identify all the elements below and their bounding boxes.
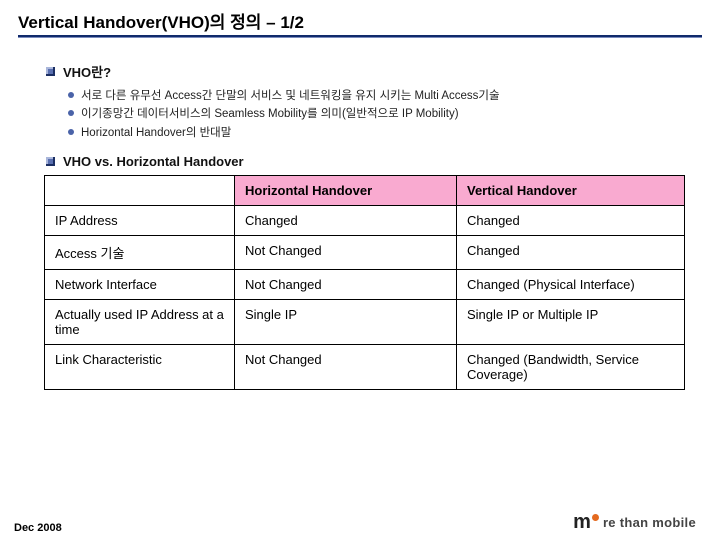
table-row: Link Characteristic Not Changed Changed … (45, 345, 685, 390)
table-cell: Single IP or Multiple IP (457, 300, 685, 345)
table-header-row: Horizontal Handover Vertical Handover (45, 176, 685, 206)
table-cell: Not Changed (235, 270, 457, 300)
table-cell: Not Changed (235, 345, 457, 390)
square-bullet-icon (46, 157, 55, 166)
section1-head: VHO란? (46, 62, 688, 81)
comparison-table: Horizontal Handover Vertical Handover IP… (44, 175, 685, 390)
section2-title: VHO vs. Horizontal Handover (63, 154, 244, 169)
title-underline (18, 35, 702, 38)
list-item: 서로 다른 유무선 Access간 단말의 서비스 및 네트워킹을 유지 시키는… (68, 87, 688, 105)
logo-dot-icon (592, 514, 599, 521)
table-cell: Changed (457, 206, 685, 236)
table-cell: Changed (Physical Interface) (457, 270, 685, 300)
list-item: Horizontal Handover의 반대말 (68, 124, 688, 142)
dot-bullet-icon (68, 92, 74, 98)
section2-head: VHO vs. Horizontal Handover (46, 154, 688, 169)
dot-bullet-icon (68, 110, 74, 116)
table-cell: Actually used IP Address at a time (45, 300, 235, 345)
content-area: VHO란? 서로 다른 유무선 Access간 단말의 서비스 및 네트워킹을 … (0, 42, 720, 390)
table-header-col2: Horizontal Handover (235, 176, 457, 206)
table-cell: Single IP (235, 300, 457, 345)
footer-date: Dec 2008 (14, 522, 62, 534)
table-header-col3: Vertical Handover (457, 176, 685, 206)
table-header-blank (45, 176, 235, 206)
logo-m-icon: m (573, 511, 591, 534)
table-row: Network Interface Not Changed Changed (P… (45, 270, 685, 300)
table-cell: Link Characteristic (45, 345, 235, 390)
footer-logo: m re than mobile (573, 511, 696, 534)
title-bar: Vertical Handover(VHO)의 정의 – 1/2 (0, 0, 720, 42)
section1-bullets: 서로 다른 유무선 Access간 단말의 서비스 및 네트워킹을 유지 시키는… (68, 87, 688, 142)
table-cell: Not Changed (235, 236, 457, 270)
table-cell: IP Address (45, 206, 235, 236)
table-cell: Network Interface (45, 270, 235, 300)
table-cell: Changed (457, 236, 685, 270)
dot-bullet-icon (68, 129, 74, 135)
table-cell: Changed (235, 206, 457, 236)
square-bullet-icon (46, 67, 55, 76)
table-cell: Access 기술 (45, 236, 235, 270)
logo-text: re than mobile (603, 515, 696, 530)
table-row: Actually used IP Address at a time Singl… (45, 300, 685, 345)
page-title: Vertical Handover(VHO)의 정의 – 1/2 (18, 8, 702, 33)
list-item: 이기종망간 데이터서비스의 Seamless Mobility를 의미(일반적으… (68, 105, 688, 123)
footer: Dec 2008 m re than mobile (0, 511, 720, 534)
section1-title: VHO란? (63, 62, 111, 81)
table-row: IP Address Changed Changed (45, 206, 685, 236)
table-cell: Changed (Bandwidth, Service Coverage) (457, 345, 685, 390)
bullet-text: 서로 다른 유무선 Access간 단말의 서비스 및 네트워킹을 유지 시키는… (81, 87, 500, 105)
bullet-text: 이기종망간 데이터서비스의 Seamless Mobility를 의미(일반적으… (81, 105, 459, 123)
bullet-text: Horizontal Handover의 반대말 (81, 124, 231, 142)
table-row: Access 기술 Not Changed Changed (45, 236, 685, 270)
